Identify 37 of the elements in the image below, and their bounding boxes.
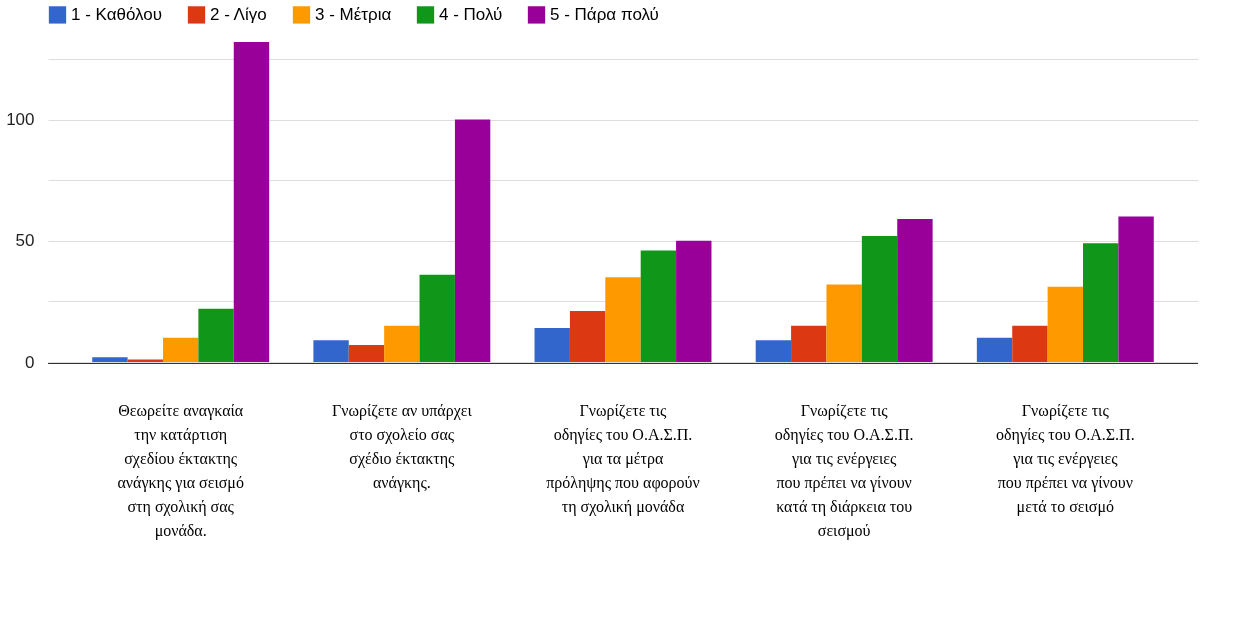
legend-label: 1 - Καθόλου [71, 4, 163, 24]
bar [92, 357, 128, 362]
bar [384, 325, 420, 362]
legend-label: 5 - Πάρα πολύ [550, 4, 659, 24]
bar [233, 42, 270, 362]
bar [419, 274, 455, 362]
bar [454, 119, 491, 362]
x-tick-label: Γνωρίζετε τις οδηγίες του Ο.Α.Σ.Π. για τις ενέργειες που πρέπει να γίνουν μετά το σεισμό [995, 401, 1135, 516]
bar [605, 277, 641, 362]
bar [861, 235, 898, 362]
bar [1118, 216, 1154, 362]
bar [1012, 325, 1048, 362]
bar [755, 340, 792, 362]
legend-label: 3 - Μέτρια [315, 4, 392, 24]
bar [897, 218, 933, 362]
legend-label: 2 - Λίγο [210, 4, 267, 24]
x-tick-label: Θεωρείτε αναγκαία την κατάρτιση σχεδίου έκτακτης ανάγκης για σεισμό στη σχολική σας μονάδα. [117, 401, 244, 540]
y-tick-label: 0 [25, 352, 35, 372]
bar [976, 337, 1013, 362]
x-tick-label: Γνωρίζετε τις οδηγίες του Ο.Α.Σ.Π. για τις ενέργειες που πρέπει να γίνουν κατά τη διάρκεια του σεισμού [774, 401, 914, 540]
x-tick-label: Γνωρίζετε αν υπάρχει στο σχολείο σας σχέδιο έκτακτης ανάγκης. [331, 401, 473, 492]
bar [826, 284, 862, 362]
bar [791, 325, 827, 362]
y-tick-label: 100 [6, 110, 35, 130]
bar [1047, 286, 1083, 362]
bar [1083, 243, 1119, 362]
y-tick-label: 50 [15, 231, 35, 251]
bar [640, 250, 677, 362]
bar [198, 308, 234, 362]
x-tick-label: Γνωρίζετε τις οδηγίες του Ο.Α.Σ.Π. για τα μέτρα πρόληψης που αφορούν τη σχολική μονάδα [546, 401, 700, 516]
bar [676, 240, 712, 362]
bar [348, 345, 385, 362]
bar [313, 340, 349, 362]
bar [569, 311, 606, 362]
legend-label: 4 - Πολύ [439, 4, 503, 24]
bar [534, 328, 570, 362]
bar [163, 337, 199, 362]
